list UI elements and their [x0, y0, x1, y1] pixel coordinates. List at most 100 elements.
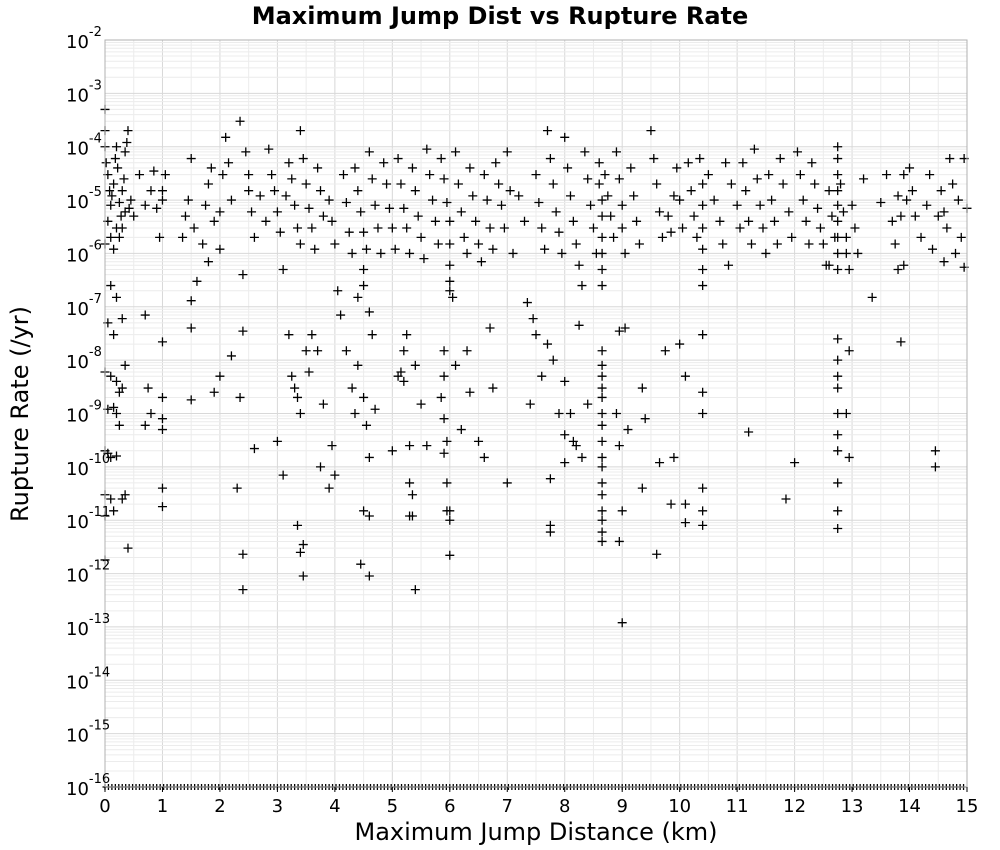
- data-point: [540, 244, 550, 254]
- data-point: [698, 330, 708, 340]
- data-point: [597, 232, 607, 242]
- data-point: [588, 223, 598, 233]
- data-point: [241, 147, 251, 157]
- data-point: [882, 170, 892, 180]
- data-point: [738, 158, 748, 168]
- data-point: [583, 174, 593, 184]
- data-point: [597, 392, 607, 402]
- data-point: [451, 147, 461, 157]
- data-point: [399, 346, 409, 356]
- data-point: [752, 174, 762, 184]
- data-point: [114, 420, 124, 430]
- x-tick-label: 9: [616, 796, 627, 817]
- data-point: [111, 451, 121, 461]
- data-point: [364, 511, 374, 521]
- data-point: [143, 383, 153, 393]
- data-point: [324, 195, 334, 205]
- data-point: [120, 147, 130, 157]
- data-point: [896, 337, 906, 347]
- data-point: [157, 337, 167, 347]
- data-point: [474, 436, 484, 446]
- data-point: [264, 144, 274, 154]
- data-point: [307, 223, 317, 233]
- data-point: [301, 179, 311, 189]
- data-point: [600, 170, 610, 180]
- data-point: [465, 387, 475, 397]
- data-point: [387, 446, 397, 456]
- data-point: [841, 232, 851, 242]
- data-point: [106, 494, 116, 504]
- data-point: [119, 174, 129, 184]
- data-point: [890, 239, 900, 249]
- x-tick-label: 6: [444, 796, 455, 817]
- data-point: [468, 191, 478, 201]
- data-point: [123, 126, 133, 136]
- data-point: [353, 186, 363, 196]
- data-point: [804, 239, 814, 249]
- data-point: [278, 470, 288, 480]
- data-point: [767, 195, 777, 205]
- x-tick-label: 14: [898, 796, 921, 817]
- data-point: [597, 420, 607, 430]
- x-tick-label: 4: [329, 796, 340, 817]
- data-point: [833, 200, 843, 210]
- data-point: [107, 191, 117, 201]
- data-point: [198, 239, 208, 249]
- data-point: [114, 232, 124, 242]
- data-point: [732, 200, 742, 210]
- data-point: [347, 248, 357, 258]
- data-point: [718, 239, 728, 249]
- data-point: [669, 452, 679, 462]
- data-point: [841, 248, 851, 258]
- data-point: [922, 200, 932, 210]
- y-tick-label: 10-11: [66, 505, 110, 533]
- data-point: [928, 244, 938, 254]
- x-tick-label: 11: [726, 796, 749, 817]
- data-point: [844, 452, 854, 462]
- y-tick-label: 10-7: [66, 292, 102, 320]
- data-point: [106, 371, 116, 381]
- data-point: [833, 383, 843, 393]
- y-tick-label: 10-9: [66, 399, 102, 427]
- data-point: [120, 490, 130, 500]
- data-point: [278, 264, 288, 274]
- x-tick-label: 12: [783, 796, 806, 817]
- data-point: [488, 383, 498, 393]
- data-point: [298, 154, 308, 164]
- data-point: [405, 441, 415, 451]
- y-tick-label: 10-14: [66, 665, 110, 693]
- data-point: [419, 254, 429, 264]
- data-point: [715, 216, 725, 226]
- y-tick-label: 10-8: [66, 345, 102, 373]
- data-point: [698, 520, 708, 530]
- x-tick-label: 8: [559, 796, 570, 817]
- data-point: [425, 170, 435, 180]
- data-point: [272, 436, 282, 446]
- data-point: [384, 203, 394, 213]
- data-point: [680, 518, 690, 528]
- data-point: [859, 174, 869, 184]
- data-point: [290, 200, 300, 210]
- data-point: [655, 207, 665, 217]
- data-point: [140, 310, 150, 320]
- data-point: [445, 239, 455, 249]
- data-point: [123, 543, 133, 553]
- data-point: [356, 559, 366, 569]
- data-point: [410, 585, 420, 595]
- data-point: [560, 132, 570, 142]
- data-point: [655, 458, 665, 468]
- data-point: [824, 260, 834, 270]
- data-point: [597, 478, 607, 488]
- data-point: [784, 207, 794, 217]
- data-point: [577, 452, 587, 462]
- data-point: [491, 158, 501, 168]
- data-point: [338, 170, 348, 180]
- data-point: [453, 179, 463, 189]
- data-point: [359, 506, 369, 516]
- data-point: [364, 307, 374, 317]
- data-point: [373, 223, 383, 233]
- data-point: [232, 483, 242, 493]
- data-point: [462, 346, 472, 356]
- data-point: [304, 367, 314, 377]
